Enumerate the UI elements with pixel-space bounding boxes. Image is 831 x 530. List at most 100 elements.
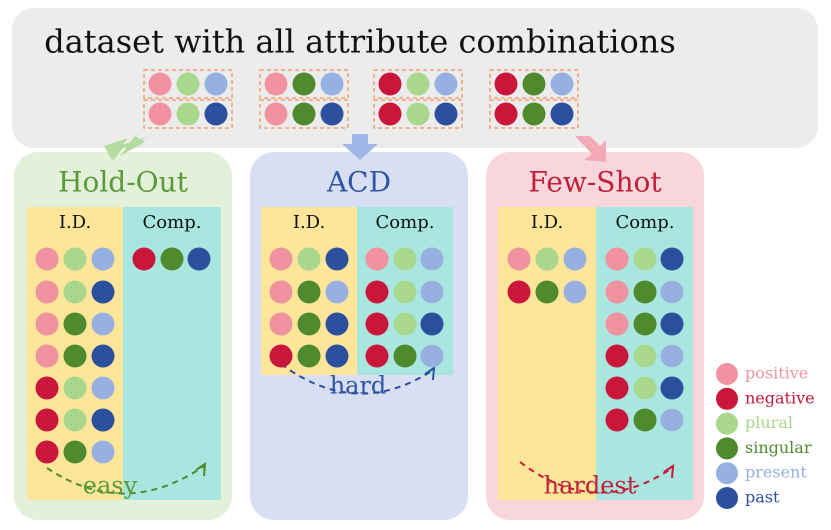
legend-label: present <box>745 463 807 482</box>
attribute-dot <box>605 376 629 400</box>
attribute-dot <box>297 312 321 336</box>
attribute-dot <box>406 102 430 126</box>
attribute-dot <box>91 280 115 304</box>
attribute-dot <box>63 440 87 464</box>
legend-label: positive <box>745 364 808 383</box>
combo-box <box>373 69 463 99</box>
attribute-dot <box>35 376 59 400</box>
legend-label: plural <box>745 413 793 432</box>
attribute-dot <box>35 247 59 271</box>
attribute-dot <box>550 72 574 96</box>
legend-label: singular <box>745 438 812 457</box>
difficulty-label: hardest <box>544 472 637 500</box>
attribute-dot <box>420 312 444 336</box>
combo-box <box>259 69 349 99</box>
attribute-dot <box>393 344 417 368</box>
attribute-dot <box>297 280 321 304</box>
attribute-dot <box>325 247 349 271</box>
legend-dot <box>716 437 738 460</box>
attribute-dot <box>292 72 316 96</box>
attribute-dot <box>563 280 587 304</box>
legend-label: past <box>745 488 780 507</box>
panel-title: Few-Shot <box>528 166 662 199</box>
attribute-dot <box>269 312 293 336</box>
attribute-dot <box>35 280 59 304</box>
column-header: Comp. <box>376 212 435 233</box>
attribute-dot <box>660 376 684 400</box>
attribute-dot <box>35 312 59 336</box>
legend-label: negative <box>745 388 815 407</box>
combo-box <box>143 69 233 99</box>
combo-box <box>489 99 579 129</box>
attribute-dot <box>63 408 87 432</box>
combo-box <box>259 99 349 129</box>
attribute-dot <box>507 280 531 304</box>
arrow <box>575 136 606 162</box>
attribute-dot <box>633 280 657 304</box>
dataset-title: dataset with all attribute combinations <box>44 23 676 61</box>
column-header: I.D. <box>293 212 325 233</box>
attribute-dot <box>176 102 200 126</box>
attribute-dot <box>365 344 389 368</box>
attribute-dot <box>522 102 546 126</box>
attribute-dot <box>269 247 293 271</box>
attribute-dot <box>406 72 430 96</box>
attribute-dot <box>420 280 444 304</box>
attribute-dot <box>91 408 115 432</box>
attribute-dot <box>35 344 59 368</box>
arrow <box>342 134 378 160</box>
attribute-dot <box>176 72 200 96</box>
panel-title: ACD <box>326 166 391 199</box>
attribute-dot <box>660 247 684 271</box>
arrow <box>106 136 150 162</box>
attribute-dot <box>660 312 684 336</box>
attribute-dot <box>563 247 587 271</box>
arrow-head <box>195 462 207 477</box>
attribute-dot <box>633 376 657 400</box>
attribute-dot <box>420 247 444 271</box>
attribute-dot <box>420 344 444 368</box>
attribute-dot <box>269 280 293 304</box>
attribute-dot <box>605 344 629 368</box>
attribute-dot <box>297 247 321 271</box>
attribute-dot <box>633 312 657 336</box>
attribute-dot <box>605 247 629 271</box>
attribute-dot <box>320 72 344 96</box>
attribute-dot <box>63 312 87 336</box>
attribute-dot <box>63 344 87 368</box>
attribute-dot <box>378 72 402 96</box>
attribute-dot <box>633 344 657 368</box>
attribute-dot <box>297 344 321 368</box>
attribute-dot <box>264 102 288 126</box>
attribute-dot <box>660 280 684 304</box>
attribute-dot <box>550 102 574 126</box>
attribute-dot <box>325 312 349 336</box>
arrow <box>104 136 145 160</box>
combo-box <box>489 69 579 99</box>
attribute-dot <box>605 408 629 432</box>
attribute-dot <box>393 280 417 304</box>
attribute-dot <box>325 344 349 368</box>
attribute-dot <box>633 408 657 432</box>
attribute-dot <box>187 247 211 271</box>
attribute-dot <box>434 102 458 126</box>
arrow-head <box>424 366 436 381</box>
attribute-dot <box>393 247 417 271</box>
column-header: I.D. <box>59 212 91 233</box>
attribute-dot <box>91 440 115 464</box>
attribute-dot <box>63 376 87 400</box>
attribute-dot <box>605 312 629 336</box>
attribute-dot <box>535 280 559 304</box>
legend-dot <box>716 412 738 435</box>
attribute-dot <box>633 247 657 271</box>
attribute-dot <box>494 72 518 96</box>
attribute-dot <box>494 102 518 126</box>
legend-dot <box>716 387 738 410</box>
attribute-dot <box>132 247 156 271</box>
attribute-dot <box>91 344 115 368</box>
column-header: Comp. <box>616 212 675 233</box>
attribute-dot <box>292 102 316 126</box>
combo-box <box>143 99 233 129</box>
easy-arrow <box>46 465 205 495</box>
